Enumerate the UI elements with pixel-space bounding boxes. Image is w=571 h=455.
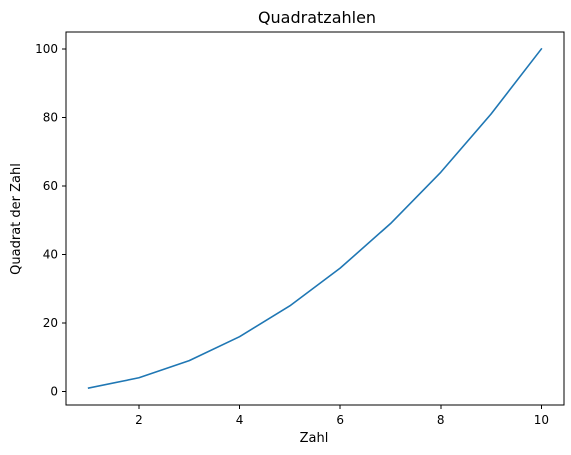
x-tick-label: 4 <box>236 413 244 427</box>
y-tick-label: 20 <box>43 316 58 330</box>
series-line <box>87 47 543 389</box>
x-tick-label: 2 <box>135 413 143 427</box>
y-tick-label: 60 <box>43 179 58 193</box>
y-tick-label: 40 <box>43 247 58 261</box>
y-tick-label: 0 <box>50 384 58 398</box>
y-tick-label: 80 <box>43 110 58 124</box>
chart-title: Quadratzahlen <box>258 8 376 27</box>
x-axis-label: Zahl <box>300 431 329 446</box>
x-tick-label: 10 <box>534 413 549 427</box>
y-axis-label: Quadrat der Zahl <box>9 163 24 275</box>
y-tick-label: 100 <box>35 42 58 56</box>
plot-frame <box>65 31 565 406</box>
x-tick-label: 6 <box>336 413 344 427</box>
x-tick-label: 8 <box>437 413 445 427</box>
